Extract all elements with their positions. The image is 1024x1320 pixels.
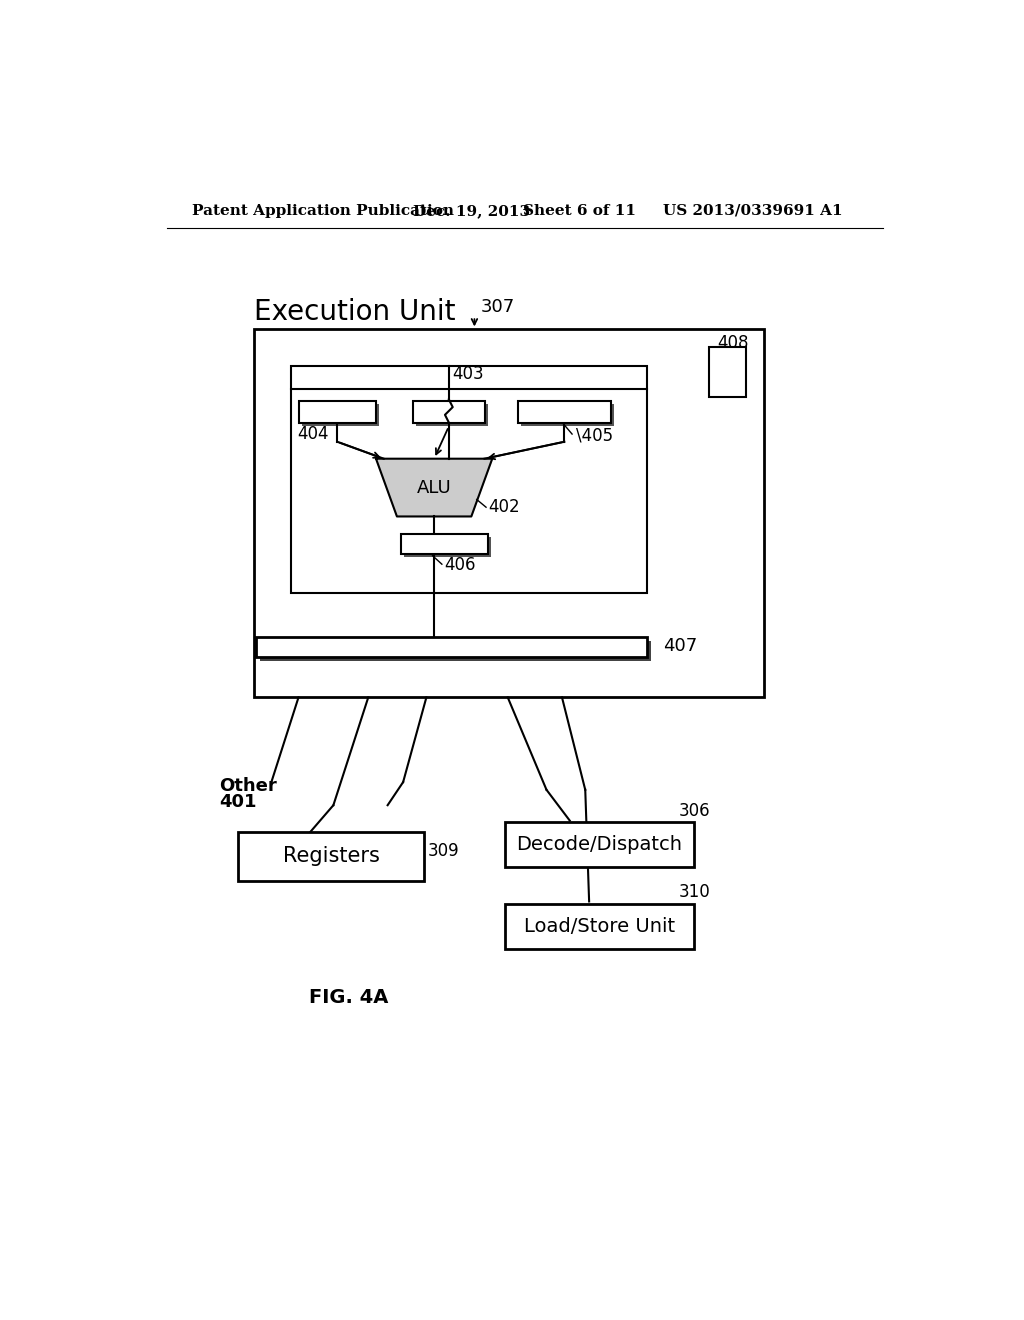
- Text: 403: 403: [452, 366, 483, 383]
- Text: Load/Store Unit: Load/Store Unit: [524, 917, 675, 936]
- Text: Execution Unit: Execution Unit: [254, 298, 455, 326]
- Text: 402: 402: [488, 498, 520, 516]
- Text: 306: 306: [678, 801, 710, 820]
- Text: FIG. 4A: FIG. 4A: [308, 989, 388, 1007]
- Bar: [506, 904, 693, 949]
- Bar: [518, 401, 611, 422]
- Text: 408: 408: [717, 334, 749, 352]
- Text: US 2013/0339691 A1: US 2013/0339691 A1: [663, 203, 843, 218]
- Text: Sheet 6 of 11: Sheet 6 of 11: [523, 203, 636, 218]
- Bar: [403, 537, 490, 557]
- Bar: [254, 330, 764, 697]
- Text: 401: 401: [219, 793, 257, 810]
- Bar: [414, 401, 484, 422]
- Text: Dec. 19, 2013: Dec. 19, 2013: [414, 203, 530, 218]
- Text: 307: 307: [480, 298, 515, 315]
- Polygon shape: [376, 459, 493, 516]
- Text: 310: 310: [678, 883, 710, 902]
- Text: Registers: Registers: [283, 846, 380, 866]
- Bar: [256, 638, 647, 657]
- Bar: [291, 367, 647, 594]
- Bar: [417, 404, 487, 425]
- Text: 407: 407: [663, 636, 697, 655]
- Text: 309: 309: [428, 842, 460, 861]
- Bar: [260, 642, 651, 661]
- Text: Other: Other: [219, 777, 278, 795]
- Text: 406: 406: [444, 556, 476, 574]
- Bar: [302, 404, 379, 425]
- Bar: [299, 401, 376, 422]
- Text: ALU: ALU: [417, 479, 452, 496]
- Text: 404: 404: [297, 425, 329, 444]
- Bar: [521, 404, 614, 425]
- Text: Patent Application Publication: Patent Application Publication: [191, 203, 454, 218]
- Bar: [710, 347, 746, 397]
- Bar: [506, 822, 693, 867]
- Text: \405: \405: [575, 426, 613, 445]
- Bar: [400, 535, 487, 554]
- Text: Decode/Dispatch: Decode/Dispatch: [516, 836, 683, 854]
- Bar: [238, 832, 424, 880]
